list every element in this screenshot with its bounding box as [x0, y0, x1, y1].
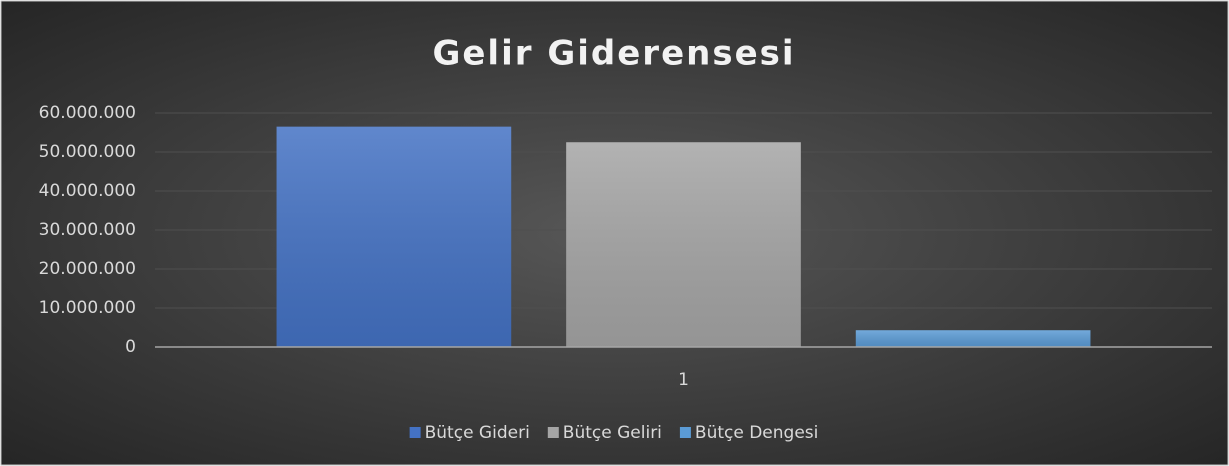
x-tick-label: 1	[678, 370, 689, 390]
y-tick-label: 60.000.000	[39, 103, 136, 123]
chart-title: Gelir Giderensesi	[432, 34, 795, 74]
y-tick-label: 50.000.000	[39, 142, 136, 162]
legend-swatch	[409, 427, 421, 438]
bar	[566, 142, 801, 347]
legend-label: Bütçe Gideri	[425, 423, 530, 443]
legend-label: Bütçe Geliri	[563, 423, 662, 443]
legend-swatch	[679, 427, 691, 438]
legend-label: Bütçe Dengesi	[695, 423, 818, 443]
legend-swatch	[547, 427, 559, 438]
y-tick-label: 40.000.000	[39, 181, 136, 201]
y-tick-label: 10.000.000	[39, 298, 136, 318]
bar	[855, 330, 1091, 347]
y-tick-label: 0	[125, 337, 136, 357]
y-tick-label: 30.000.000	[39, 220, 136, 240]
legend: Bütçe Gideri Bütçe Geliri Bütçe Dengesi	[409, 423, 818, 443]
y-tick-label: 20.000.000	[39, 259, 136, 279]
bar	[276, 126, 512, 348]
